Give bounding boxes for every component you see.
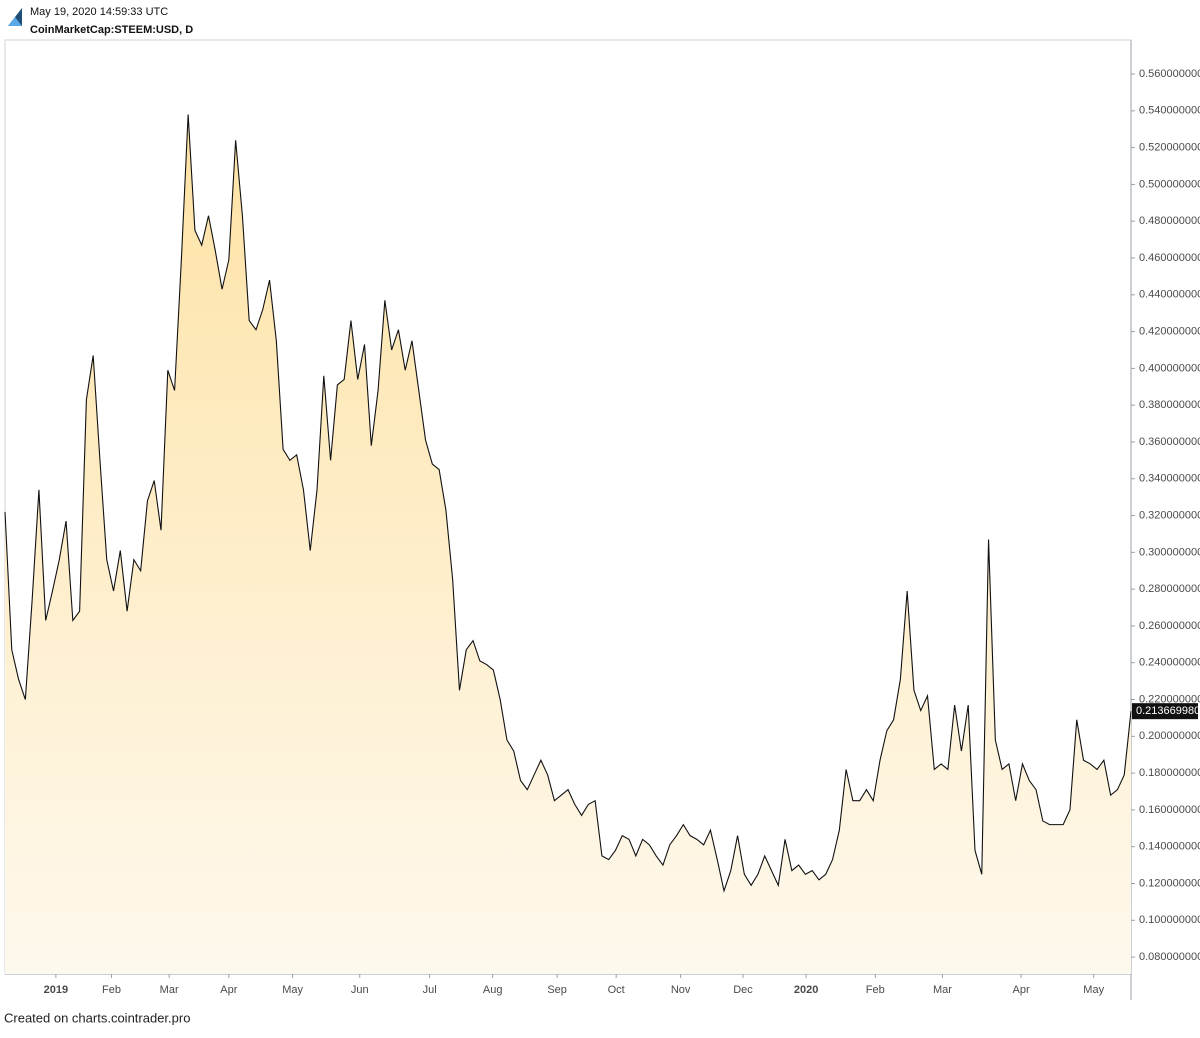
y-tick-label: 0.1200000000 [1139,877,1200,889]
y-tick-label: 0.3200000000 [1139,509,1200,521]
logo-accent [8,17,22,26]
y-tick-label: 0.0800000000 [1139,951,1200,963]
price-line [4,114,1132,893]
last-price-box [1132,703,1198,720]
y-tick-label: 0.5400000000 [1139,105,1200,117]
x-tick-label: Aug [483,984,503,996]
y-tick-label: 0.1400000000 [1139,841,1200,853]
x-tick-label: Mar [933,984,952,996]
x-tick-label: 2020 [794,984,818,996]
x-tick-label: Jul [423,984,437,996]
y-tick-label: 0.1800000000 [1139,767,1200,779]
y-tick-label: 0.4600000000 [1139,252,1200,264]
area-fill [5,114,1131,974]
x-tick-label: Jun [351,984,369,996]
y-tick-label: 0.5200000000 [1139,142,1200,154]
symbol: CoinMarketCap:STEEM:USD, D [30,24,193,36]
header: May 19, 2020 14:59:33 UTC CoinMarketCap:… [8,6,193,36]
y-tick-label: 0.3600000000 [1139,436,1200,448]
y-tick-label: 0.4200000000 [1139,325,1200,337]
x-tick-label: Apr [1013,984,1030,996]
y-tick-label: 0.3400000000 [1139,473,1200,485]
y-tick-label: 0.2400000000 [1139,657,1200,669]
y-tick-label: 0.4800000000 [1139,215,1200,227]
y-tick-label: 0.1600000000 [1139,804,1200,816]
y-tick-label: 0.3800000000 [1139,399,1200,411]
y-tick-label: 0.5000000000 [1139,178,1200,190]
y-tick-label: 0.3000000000 [1139,546,1200,558]
x-tick-label: Mar [160,984,179,996]
x-tick-label: Feb [866,984,885,996]
y-tick-label: 0.4000000000 [1139,362,1200,374]
x-tick-label: May [282,984,303,996]
y-tick-label: 0.2600000000 [1139,620,1200,632]
y-tick-label: 0.4400000000 [1139,289,1200,301]
timestamp: May 19, 2020 14:59:33 UTC [30,6,168,18]
y-tick-label: 0.2000000000 [1139,730,1200,742]
y-tick-label: 0.5600000000 [1139,68,1200,80]
x-tick-label: Oct [608,984,625,996]
x-tick-label: Nov [671,984,691,996]
y-tick-label: 0.2200000000 [1139,693,1200,705]
y-tick-label: 0.2800000000 [1139,583,1200,595]
x-tick-label: Feb [102,984,121,996]
y-tick-label: 0.1000000000 [1139,914,1200,926]
footer: Created on charts.cointrader.pro [4,1010,190,1025]
x-tick-label: 2019 [44,984,68,996]
last-price-label: 0.2136699800 [1136,705,1200,717]
x-tick-label: Apr [220,984,237,996]
x-tick-label: May [1083,984,1104,996]
x-tick-label: Dec [733,984,753,996]
x-tick-label: Sep [547,984,567,996]
